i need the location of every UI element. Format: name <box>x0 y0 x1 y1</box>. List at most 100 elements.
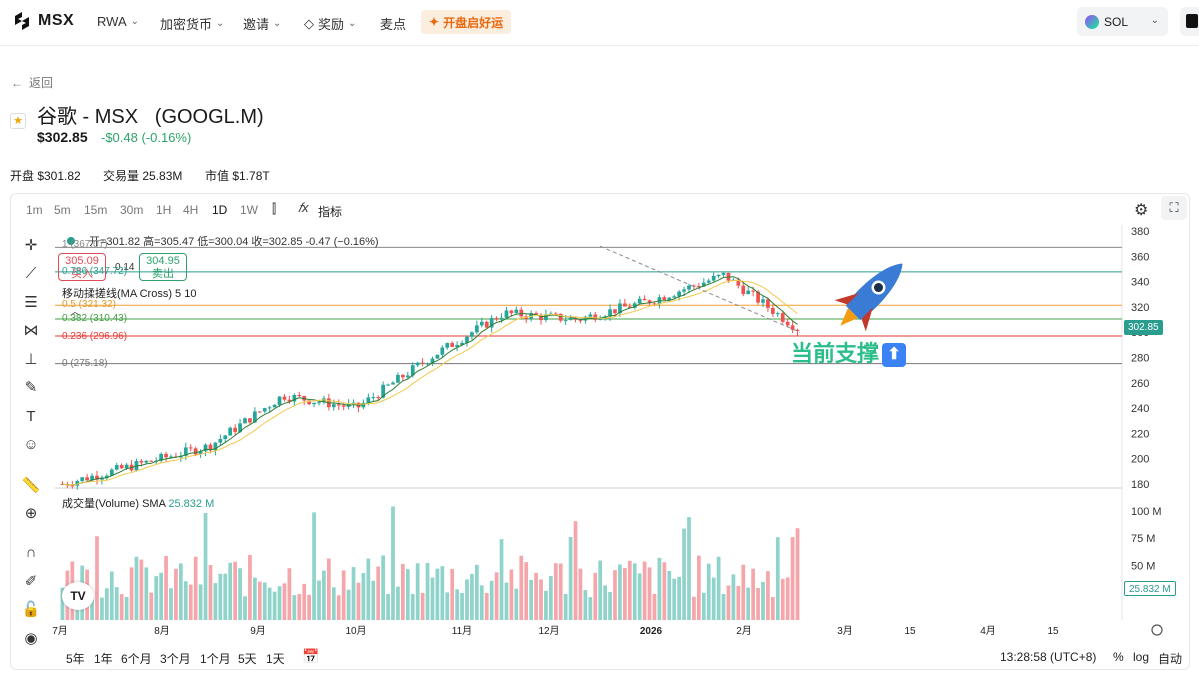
candle-body <box>662 297 667 300</box>
auto-toggle[interactable]: 自动 <box>1158 652 1183 666</box>
log-toggle[interactable]: log <box>1133 650 1150 664</box>
candle-body <box>563 320 568 322</box>
candle-body <box>391 382 395 385</box>
logo[interactable]: MSX <box>12 11 74 31</box>
indicator-fx-icon[interactable]: 𝑓x <box>298 200 309 215</box>
candle-body <box>509 310 514 314</box>
text-icon[interactable]: T <box>26 408 36 425</box>
tf-15m[interactable]: 15m <box>84 203 108 217</box>
logo-icon <box>15 12 29 30</box>
chevron-up-icon[interactable]: ︿ <box>70 307 80 318</box>
candle-body <box>766 299 770 308</box>
pattern-icon[interactable]: ⋈ <box>23 322 39 339</box>
volume-bar <box>188 584 193 620</box>
volume-bar <box>632 563 637 620</box>
tf-30m[interactable]: 30m <box>120 203 144 217</box>
volume-bar <box>376 566 381 620</box>
candle-body <box>642 298 647 301</box>
rocket-icon <box>834 263 903 332</box>
range-1d[interactable]: 1天 <box>266 652 285 666</box>
tf-5m[interactable]: 5m <box>54 203 71 217</box>
candle-body <box>233 427 237 432</box>
volume-bar <box>149 592 154 620</box>
range-3m[interactable]: 3个月 <box>160 652 191 666</box>
volume-bar <box>573 521 578 620</box>
volume-bar <box>198 584 203 620</box>
emoji-icon[interactable]: ☺ <box>23 436 39 453</box>
indicators-button[interactable]: 指标 <box>318 205 343 219</box>
percent-toggle[interactable]: % <box>1113 650 1124 664</box>
tf-1m[interactable]: 1m <box>26 203 43 217</box>
volume-bar <box>410 593 415 620</box>
candle-body <box>262 408 267 412</box>
network-select[interactable]: SOL ⌄ <box>1077 7 1168 36</box>
nav-invite[interactable]: 邀请 ⌄ <box>243 14 281 33</box>
volume-bar <box>90 597 94 620</box>
volume-bar <box>356 582 361 620</box>
tf-4h[interactable]: 4H <box>183 203 199 217</box>
candle-body <box>623 303 627 307</box>
nav-rewards-label: 奖励 <box>318 17 345 32</box>
price-axis-label: 280 <box>1131 353 1149 365</box>
candle-body <box>331 404 336 408</box>
ruler-icon[interactable]: 📏 <box>21 477 41 494</box>
candle-body <box>341 405 346 407</box>
nav-rwa[interactable]: RWA ⌄ <box>97 14 139 29</box>
tf-1h[interactable]: 1H <box>156 203 172 217</box>
magnet-icon[interactable]: ∩ <box>25 544 37 561</box>
candle-body <box>144 460 149 463</box>
crosshair-icon[interactable]: ✛ <box>24 237 38 254</box>
candle-body <box>371 397 376 399</box>
candle-body <box>544 314 548 321</box>
range-1y[interactable]: 1年 <box>94 652 113 666</box>
settings-icon[interactable]: ⚙ <box>1134 202 1149 219</box>
trendline-icon[interactable]: ⟋ <box>25 265 37 282</box>
sell-button[interactable]: 304.95 卖出 <box>139 253 187 281</box>
promo-label: 开盘启好运 <box>443 15 504 30</box>
candle-body <box>652 303 657 305</box>
volume-bar <box>450 568 455 620</box>
calendar-icon[interactable]: 📅 <box>302 648 320 664</box>
candle-type-icon[interactable]: ⫿ <box>272 201 277 216</box>
time-axis-label: 7月 <box>52 625 68 637</box>
volume-bar <box>756 587 760 620</box>
volume-bar <box>396 586 400 620</box>
wallet-button[interactable] <box>1180 7 1199 36</box>
candle-body <box>534 313 538 315</box>
nav-crypto[interactable]: 加密货币 ⌄ <box>160 14 224 33</box>
candle-body <box>741 285 746 295</box>
visibility-dot-icon[interactable] <box>67 237 75 245</box>
range-5y[interactable]: 5年 <box>66 652 85 666</box>
tf-1w[interactable]: 1W <box>240 203 258 217</box>
projection-icon[interactable]: ⊥ <box>24 351 38 368</box>
volume-bar <box>568 537 573 620</box>
range-6m[interactable]: 6个月 <box>121 652 152 666</box>
tradingview-logo[interactable]: TV <box>62 582 94 610</box>
tf-1d[interactable]: 1D <box>212 203 228 217</box>
zoom-in-icon[interactable]: ⊕ <box>24 505 38 522</box>
lock-drawing-icon[interactable]: ✐ <box>24 573 38 590</box>
brush-icon[interactable]: ✎ <box>24 379 38 396</box>
nav-rewards[interactable]: ◇ 奖励 ⌄ <box>304 14 356 33</box>
candle-body <box>465 336 469 343</box>
fullscreen-icon[interactable]: ⛶ <box>1161 196 1187 220</box>
eye-icon[interactable]: ◉ <box>24 630 38 647</box>
volume-bar <box>785 577 790 620</box>
buy-button[interactable]: 305.09 买入 <box>58 253 106 281</box>
volume-bar <box>159 572 163 620</box>
clock[interactable]: 13:28:58 (UTC+8) <box>1000 650 1097 664</box>
fib-retracement-icon[interactable]: ☰ <box>24 294 38 311</box>
volume-bar <box>795 528 800 620</box>
range-1m[interactable]: 1个月 <box>200 652 231 666</box>
range-5d[interactable]: 5天 <box>238 652 257 666</box>
candle-body <box>711 276 716 281</box>
candle-body <box>322 398 326 403</box>
lock-icon[interactable]: 🔓 <box>21 601 41 618</box>
favorite-star-icon[interactable]: ★ <box>10 113 26 129</box>
candle-body <box>435 354 440 359</box>
promo-button[interactable]: ✦ 开盘启好运 <box>421 10 512 34</box>
chevron-down-icon: ⌄ <box>348 18 357 29</box>
nav-points[interactable]: 麦点 <box>380 14 406 33</box>
back-link[interactable]: ← 返回 <box>11 74 53 91</box>
